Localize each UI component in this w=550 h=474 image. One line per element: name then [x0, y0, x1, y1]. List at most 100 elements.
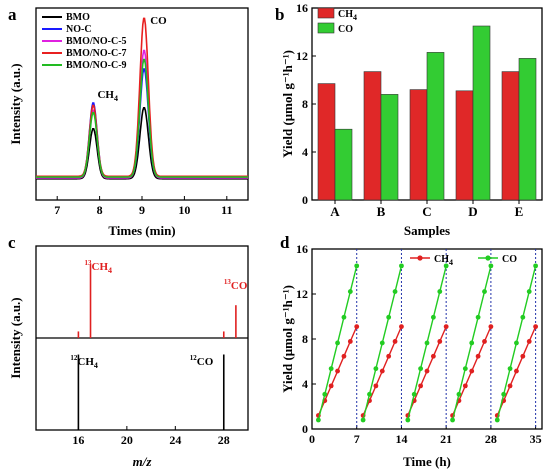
panel-d-point-ch4 — [386, 353, 392, 359]
panel-d-point-ch4 — [341, 353, 347, 359]
panel-a-annotation-ch4: CH4 — [97, 89, 118, 103]
panel-b-bar-co-d — [472, 25, 491, 201]
panel-d-point-co — [520, 314, 526, 320]
panel-b-legend-label: CO — [338, 24, 353, 35]
panel-c-chart: Intensity (a.u.) 16 20 24 28 13CH4 13CO 12CH4 1… — [8, 245, 249, 469]
panel-d-point-ch4 — [424, 368, 430, 374]
panel-b-bar-ch4-a — [317, 83, 336, 201]
panel-d-point-ch4 — [373, 383, 379, 389]
panel-d-point-co — [507, 366, 513, 372]
panel-c-ylabel: Intensity (a.u.) — [8, 297, 23, 378]
panel-d-point-ch4 — [379, 368, 385, 374]
panel-b-xtick-label: C — [422, 204, 431, 219]
panel-d-point-ch4 — [526, 339, 532, 344]
panel-d-point-co — [533, 263, 539, 269]
panel-d-point-co — [482, 289, 487, 294]
panel-d-point-ch4 — [335, 368, 340, 374]
panel-c-annotation-12co: 12CO — [190, 354, 214, 368]
panel-d-point-ch4 — [533, 324, 539, 330]
panel-a-xtick-label: 7 — [54, 203, 60, 217]
panel-c-xlabel: m/z — [133, 454, 153, 469]
panel-d-point-co — [475, 314, 481, 320]
panel-d-point-ch4 — [520, 353, 526, 359]
panel-d-point-co — [462, 366, 468, 372]
panel-d-point-ch4 — [469, 368, 475, 374]
panel-b-ytick-label: 16 — [296, 1, 308, 15]
panel-d-point-co — [335, 340, 340, 346]
panel-d-point-ch4 — [462, 383, 468, 389]
panel-a-xlabel: Times (min) — [108, 223, 175, 238]
panel-d-point-co — [328, 366, 334, 372]
panel-b-bar-ch4-d — [455, 90, 474, 201]
panel-c-xtick-label: 28 — [218, 433, 230, 447]
panel-a-series-no-c — [36, 68, 248, 178]
panel-b-xtick-label: E — [515, 204, 524, 219]
panel-d-point-co — [437, 289, 443, 294]
panel-b-xtick-label: A — [330, 204, 340, 219]
panel-b-bar-ch4-b — [363, 71, 382, 201]
panel-d-ytick-label: 0 — [302, 422, 308, 436]
panel-d-point-ch4 — [507, 383, 513, 389]
panel-c-annotation-13ch4: 13CH4 — [85, 259, 113, 275]
panel-d-point-ch4 — [354, 324, 360, 330]
panel-d-point-ch4 — [437, 339, 443, 344]
panel-d-point-ch4 — [488, 324, 494, 330]
panel-c-annotation-13co: 13CO — [224, 278, 248, 292]
panel-b-bar-co-a — [334, 128, 353, 201]
panel-d-legend-marker — [485, 255, 491, 261]
panel-d-point-ch4 — [347, 339, 353, 344]
panel-d-point-co — [367, 391, 372, 397]
panel-d-xtick-label: 7 — [354, 432, 360, 446]
panel-d-point-co — [411, 391, 417, 397]
panel-d-point-co — [450, 417, 455, 423]
panel-d-point-co — [322, 391, 328, 397]
panel-a-chart: Times (min) Intensity (a.u.) 7 8 9 10 11 BMON… — [8, 7, 249, 238]
panel-d-legend-label: CH4 — [434, 254, 453, 267]
panel-c-annotation-12ch4: 12CH4 — [70, 354, 98, 370]
panel-a-xtick-label: 9 — [139, 203, 145, 217]
panel-d-point-co — [430, 314, 436, 320]
panel-b-xtick-label: B — [377, 204, 386, 219]
panel-b-bar-co-c — [426, 52, 445, 201]
panel-a-series-bmo — [36, 107, 248, 180]
panel-d-point-ch4 — [392, 339, 398, 344]
panel-d-point-co — [399, 263, 404, 269]
panel-c-xtick-label: 24 — [169, 433, 181, 447]
panel-a-xtick-label: 11 — [221, 203, 232, 217]
panel-d-point-co — [526, 289, 532, 294]
panel-a-ylabel: Intensity (a.u.) — [8, 63, 23, 144]
panel-a-xtick-label: 10 — [178, 203, 190, 217]
panel-d-point-ch4 — [514, 368, 519, 374]
panel-d-point-co — [514, 340, 519, 346]
panel-b-xlabel: Samples — [404, 223, 450, 238]
panel-a-annotation-co: CO — [150, 15, 167, 27]
panel-a-legend-label: BMO/NO-C-7 — [66, 48, 127, 59]
panel-a-legend-label: BMO/NO-C-9 — [66, 60, 127, 71]
panel-b-bar-co-b — [380, 94, 399, 201]
panel-d-xtick-label: 14 — [395, 432, 407, 446]
panel-b-chart: Samples 0 4 8 12 16 A B C D E CH4 CO Yield (μmol g⁻¹… — [280, 1, 543, 238]
panel-d-xtick-label: 0 — [309, 432, 315, 446]
panel-a-series-bmo-no-c-9 — [36, 58, 248, 178]
panel-a-xtick-label: 8 — [97, 203, 103, 217]
panel-d-chart: Time (h) 0 4 8 12 16 0 7 14 21 28 35 CH4 CO Yield (μm… — [280, 242, 543, 469]
panel-d-frame — [311, 248, 543, 430]
panel-d-ylabel: Yield (μmol g⁻¹h⁻¹) — [280, 285, 295, 393]
panel-b-bar-ch4-c — [409, 89, 428, 201]
panel-d-ytick-label: 12 — [296, 287, 308, 301]
panel-d-point-co — [392, 289, 398, 294]
panel-d-xtick-label: 28 — [485, 432, 497, 446]
panel-d-point-ch4 — [399, 324, 404, 330]
panel-d-point-co — [501, 391, 507, 397]
panel-label-b: b — [275, 5, 284, 24]
panel-d-xlabel: Time (h) — [403, 454, 451, 469]
panel-b-bar-co-e — [518, 58, 537, 201]
panel-d-point-co — [424, 340, 430, 346]
panel-b-ytick-label: 4 — [302, 145, 308, 159]
panel-d-point-co — [360, 417, 366, 423]
panel-b-xtick-label: D — [468, 204, 477, 219]
panel-d-point-co — [456, 391, 462, 397]
panel-d-point-ch4 — [418, 383, 424, 389]
panel-d-ytick-label: 4 — [302, 377, 308, 391]
panel-label-c: c — [8, 233, 16, 252]
